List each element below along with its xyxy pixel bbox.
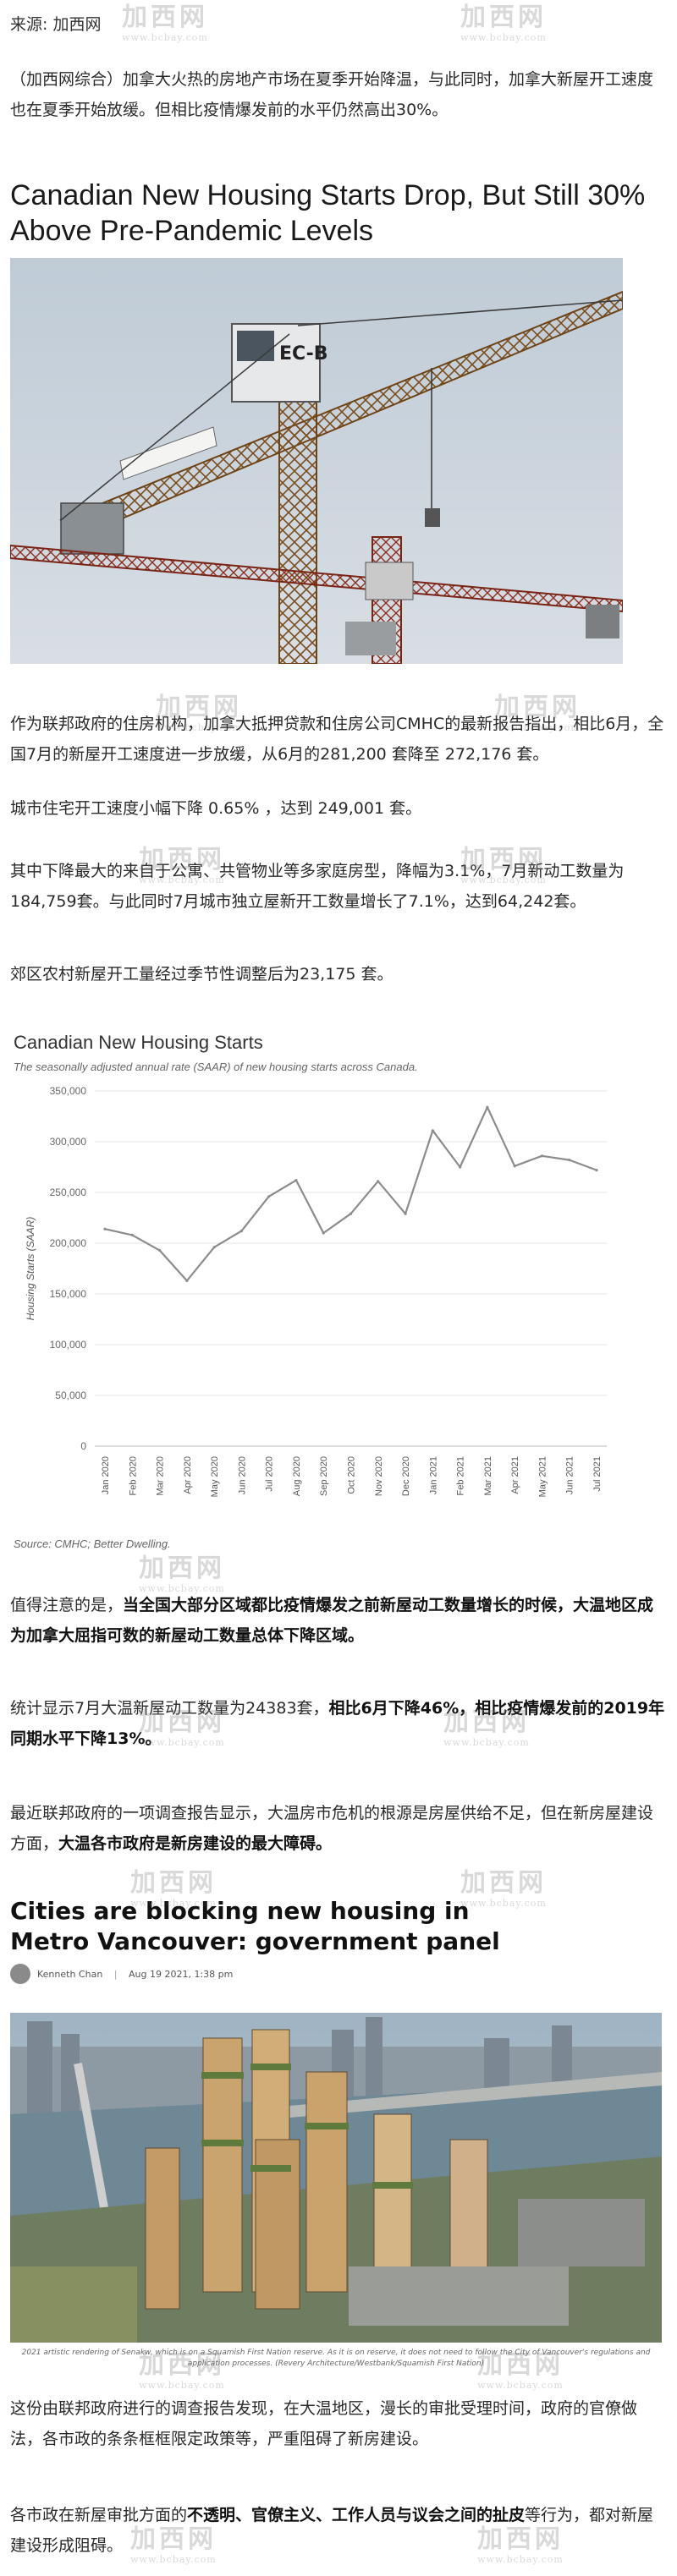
y-tick-label: 50,000: [55, 1389, 86, 1401]
paragraph-municipal-barriers-tail: 等行为，都对新屋建设形成阻碍。: [10, 2506, 654, 2555]
y-tick-label: 150,000: [50, 1288, 87, 1300]
x-tick-label: Feb 2020: [128, 1456, 138, 1495]
x-tick-label: Oct 2020: [347, 1456, 357, 1494]
crane-photo: EC-B: [10, 258, 623, 664]
housing-starts-chart: Canadian New Housing Starts The seasonal…: [10, 1032, 628, 1556]
x-tick-label: Feb 2021: [456, 1456, 466, 1495]
source-line: 来源: 加西网: [10, 15, 102, 34]
paragraph-vancouver-stats-lead: 统计显示7月大温新屋动工数量为24383套，: [10, 1699, 329, 1718]
data-point: [459, 1165, 462, 1169]
data-point: [404, 1212, 407, 1215]
paragraph-government-report: 最近联邦政府的一项调查报告显示，大温房市危机的根源是房屋供给不足，但在新房屋建设…: [10, 1798, 667, 1859]
x-tick-label: Jun 2020: [237, 1456, 247, 1494]
paragraph-urban-starts: 城市住宅开工速度小幅下降 0.65% ，达到 249,001 套。: [10, 799, 422, 818]
y-axis-label: Housing Starts (SAAR): [25, 1217, 36, 1321]
watermark: 加西网 www.bcbay.com: [460, 3, 547, 44]
y-tick-label: 0: [80, 1440, 86, 1452]
x-tick-label: Jan 2020: [101, 1456, 111, 1494]
paragraph-municipal-barriers-lead: 各市政在新屋审批方面的: [10, 2506, 188, 2524]
paragraph-vancouver-decline: 值得注意的是，当全国大部分区域都比疫情爆发之前新屋动工数量增长的时候，大温地区成…: [10, 1590, 667, 1651]
paragraph-municipal-barriers-bold: 不透明、官僚主义、工作人员与议会之间的扯皮: [187, 2506, 526, 2524]
x-tick-label: Jul 2021: [592, 1456, 603, 1492]
x-tick-label: Jun 2021: [565, 1456, 575, 1494]
x-tick-label: Dec 2020: [401, 1456, 411, 1496]
y-tick-label: 250,000: [50, 1187, 87, 1198]
y-tick-label: 200,000: [50, 1237, 87, 1249]
x-tick-label: May 2021: [537, 1456, 548, 1497]
byline: Kenneth Chan | Aug 19 2021, 1:38 pm: [37, 1969, 233, 1980]
y-tick-label: 100,000: [50, 1339, 87, 1351]
data-point: [540, 1154, 544, 1158]
x-tick-label: Apr 2021: [510, 1456, 520, 1494]
chart-source: Source: CMHC; Better Dwelling.: [14, 1537, 171, 1550]
paragraph-government-report-lead: 最近联邦政府的一项调查报告显示，大温房市危机的根源是房屋供给不足，但在新房屋建设…: [10, 1804, 654, 1853]
data-point: [267, 1195, 271, 1198]
data-point: [595, 1169, 598, 1172]
data-point: [212, 1246, 216, 1249]
series-line: [104, 1106, 597, 1282]
data-point: [103, 1227, 107, 1230]
image-headline-housing-starts: Canadian New Housing Starts Drop, But St…: [10, 179, 646, 247]
paragraph-government-report-bold: 大温各市政府是新房建设的最大障碍。: [58, 1834, 333, 1853]
x-tick-label: May 2020: [210, 1456, 220, 1497]
paragraph-vancouver-stats-bold: 相比6月下降46%，相比疫情爆发前的2019年同期水平下降13%。: [10, 1699, 665, 1748]
paragraph-multi-family: 其中下降最大的来自于公寓、共管物业等多家庭房型，降幅为3.1%，7月新动工数量为…: [10, 862, 625, 911]
data-point: [513, 1165, 516, 1168]
data-point: [322, 1231, 325, 1235]
paragraph-municipal-barriers: 各市政在新屋审批方面的不透明、官僚主义、工作人员与议会之间的扯皮等行为，都对新屋…: [10, 2500, 667, 2561]
x-tick-label: Nov 2020: [374, 1456, 384, 1496]
chart-title: Canadian New Housing Starts: [14, 1032, 263, 1053]
author-avatar: [10, 1964, 30, 1984]
data-point: [568, 1159, 571, 1162]
chart-plot: 0 50,000 100,000 150,000 200,000 250,000 300,0…: [25, 1085, 607, 1497]
author-name: Kenneth Chan: [37, 1969, 103, 1980]
y-tick-label: 300,000: [50, 1136, 87, 1148]
paragraph-vancouver-stats: 统计显示7月大温新屋动工数量为24383套，相比6月下降46%，相比疫情爆发前的…: [10, 1693, 667, 1754]
chart-subtitle: The seasonally adjusted annual rate (SAA…: [14, 1061, 418, 1073]
paragraph-vancouver-decline-bold: 当全国大部分区域都比疫情爆发之前新屋动工数量增长的时候，大温地区成为加拿大屈指可…: [10, 1596, 654, 1645]
paragraph-rural-starts: 郊区农村新屋开工量经过季节性调整后为23,175 套。: [10, 965, 394, 984]
data-point: [294, 1179, 298, 1182]
x-tick-label: Aug 2020: [292, 1456, 302, 1496]
byline-divider: |: [113, 1969, 118, 1980]
data-point: [157, 1248, 162, 1252]
image-headline-cities-blocking: Cities are blocking new housing in Metro…: [10, 1897, 500, 1955]
x-tick-label: Apr 2020: [183, 1456, 193, 1494]
photo-caption: 2021 artistic rendering of Senakw, which…: [21, 2349, 651, 2368]
y-tick-label: 350,000: [50, 1085, 87, 1097]
data-point: [239, 1230, 243, 1233]
data-point: [130, 1233, 134, 1236]
paragraph-cmhc-report: 作为联邦政府的住房机构，加拿大抵押贷款和住房公司CMHC的最新报告指出，相比6月…: [10, 715, 664, 764]
paragraph-vancouver-decline-lead: 值得注意的是，: [10, 1596, 124, 1614]
crane-sign: EC-B: [279, 343, 328, 364]
x-tick-label: Jan 2021: [428, 1456, 438, 1494]
intro-paragraph: （加西网综合）加拿大火热的房地产市场在夏季开始降温，与此同时，加拿大新屋开工速度…: [10, 70, 654, 119]
data-point: [377, 1180, 380, 1183]
data-point: [349, 1212, 353, 1215]
x-tick-label: Mar 2020: [156, 1456, 166, 1495]
x-tick-label: Mar 2021: [483, 1456, 493, 1495]
paragraph-survey-findings: 这份由联邦政府进行的调查报告发现，在大温地区，漫长的审批受理时间，政府的官僚做法…: [10, 2399, 638, 2448]
x-tick-label: Jul 2020: [265, 1456, 275, 1492]
x-tick-label: Sep 2020: [319, 1456, 329, 1496]
senakw-rendering-photo: [10, 2013, 662, 2343]
data-point: [185, 1279, 189, 1282]
publish-date: Aug 19 2021, 1:38 pm: [129, 1969, 234, 1980]
data-point: [486, 1105, 489, 1109]
watermark: 加西网 www.bcbay.com: [122, 3, 208, 44]
data-point: [431, 1129, 434, 1132]
